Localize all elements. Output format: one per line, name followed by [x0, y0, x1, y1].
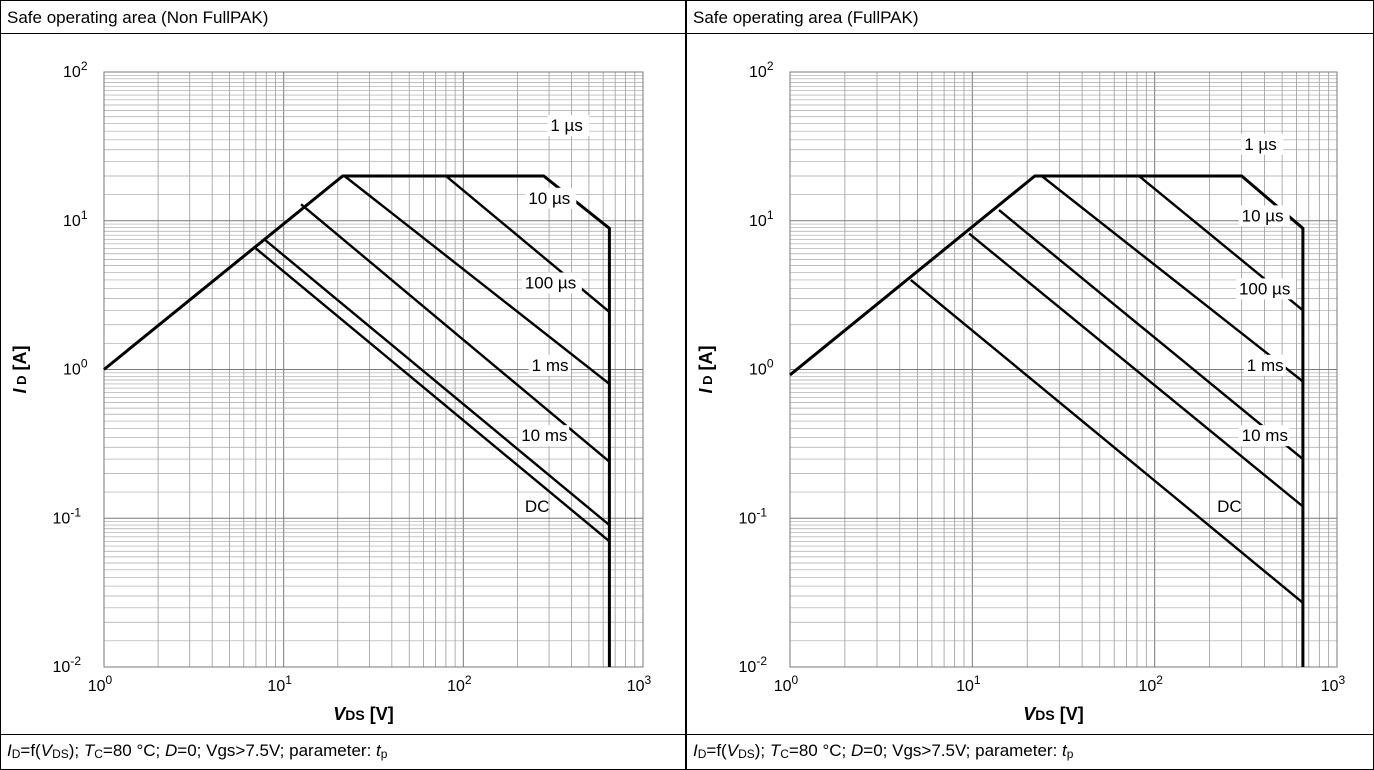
curve-label-bg [525, 187, 577, 209]
curve-label-bg [1214, 496, 1239, 518]
grid [103, 72, 643, 668]
y-tick-label: 100 [749, 357, 774, 379]
curve-label-bg [528, 354, 571, 376]
y-axis-label: I D [A] [696, 345, 716, 393]
curve-label: 100 µs [525, 274, 576, 293]
x-tick-label: 101 [956, 673, 981, 695]
y-tick-label: 10-2 [739, 654, 768, 676]
soa-chart-fullpak: 100 101 102 103 10-2 10-1 100 101 102 VDS [V] I D … [696, 59, 1346, 724]
curve-label: 1 ms [532, 356, 569, 375]
soa-chart-non-fullpak: 100 101 102 103 10-2 10-1 100 101 102 VDS [V] I D … [10, 59, 652, 724]
curve-label: DC [525, 497, 550, 516]
series-line [300, 203, 611, 463]
curve-label-bg [1243, 354, 1286, 376]
x-tick-label: 103 [627, 673, 652, 695]
series-line [789, 174, 1305, 667]
x-tick-label: 100 [774, 673, 799, 695]
curve-label-bg [547, 115, 590, 137]
x-tick-label: 101 [267, 673, 292, 695]
series [789, 174, 1305, 667]
caption-text: ID=f(VDS); TC=80 °C; D=0; Vgs>7.5V; para… [693, 741, 1074, 761]
series [103, 174, 611, 667]
curve-label-bg [521, 272, 582, 294]
panel-title: Safe operating area (Non FullPAK) [7, 8, 269, 27]
curve-label: 10 ms [521, 426, 567, 445]
curve-label: 1 ms [1247, 356, 1284, 375]
x-ticks: 100 101 102 103 [88, 673, 652, 695]
series-line [968, 232, 1304, 508]
chart-area [0, 33, 686, 735]
grid [789, 72, 1337, 668]
x-ticks: 100 101 102 103 [774, 673, 1346, 695]
curve-labels: 1 µs 10 µs 100 µs 1 ms 10 ms DC [518, 115, 590, 518]
curve-label: 10 µs [1242, 206, 1284, 225]
series-line [1040, 175, 1304, 383]
x-tick-label: 102 [1138, 673, 1163, 695]
x-tick-label: 100 [88, 673, 113, 695]
curve-labels: 1 µs 10 µs 100 µs 1 ms 10 ms DC [1214, 133, 1296, 518]
plot-frame [789, 71, 1338, 668]
curve-label: 10 ms [1242, 426, 1288, 445]
curve-label-bg [521, 496, 546, 518]
caption-text: ID=f(VDS); TC=80 °C; D=0; Vgs>7.5V; para… [7, 741, 388, 761]
x-axis-label: VDS [V] [1023, 704, 1083, 724]
series-line [343, 175, 611, 385]
series-line [998, 209, 1304, 461]
y-tick-label: 10-2 [53, 654, 82, 676]
series-line [1051, 174, 1304, 312]
series-line [262, 237, 611, 527]
x-tick-label: 103 [1321, 673, 1346, 695]
y-tick-label: 102 [749, 59, 774, 81]
panel-non-fullpak: Safe operating area (Non FullPAK) ID=f(V… [0, 0, 686, 770]
curve-label-bg [1241, 133, 1284, 155]
series-line [252, 245, 611, 543]
series-line [910, 278, 1304, 604]
curve-label-bg [1238, 205, 1290, 227]
series-line [358, 174, 611, 313]
panel-title: Safe operating area (FullPAK) [693, 8, 919, 27]
curve-label: DC [1217, 497, 1242, 516]
y-tick-label: 10-1 [739, 505, 768, 527]
y-axis-label: I D [A] [10, 345, 30, 393]
y-tick-label: 102 [63, 59, 88, 81]
curve-label-bg [1235, 278, 1296, 300]
curve-label-bg [1238, 425, 1290, 447]
curve-label: 1 µs [550, 116, 582, 135]
y-tick-label: 101 [749, 208, 774, 230]
panel-fullpak: Safe operating area (FullPAK) ID=f(VDS);… [686, 0, 1374, 770]
curve-label-bg [518, 425, 570, 447]
y-ticks: 10-2 10-1 100 101 102 [739, 59, 774, 676]
y-tick-label: 100 [63, 357, 88, 379]
x-tick-label: 102 [447, 673, 472, 695]
curve-label: 1 µs [1244, 135, 1276, 154]
series-line [103, 174, 611, 667]
curve-label: 10 µs [528, 189, 570, 208]
y-ticks: 10-2 10-1 100 101 102 [53, 59, 88, 676]
x-axis-label: VDS [V] [333, 704, 393, 724]
panel-header: Safe operating area (Non FullPAK) [0, 0, 686, 34]
y-tick-label: 10-1 [53, 505, 82, 527]
curve-label: 100 µs [1239, 279, 1290, 298]
y-tick-label: 101 [63, 208, 88, 230]
